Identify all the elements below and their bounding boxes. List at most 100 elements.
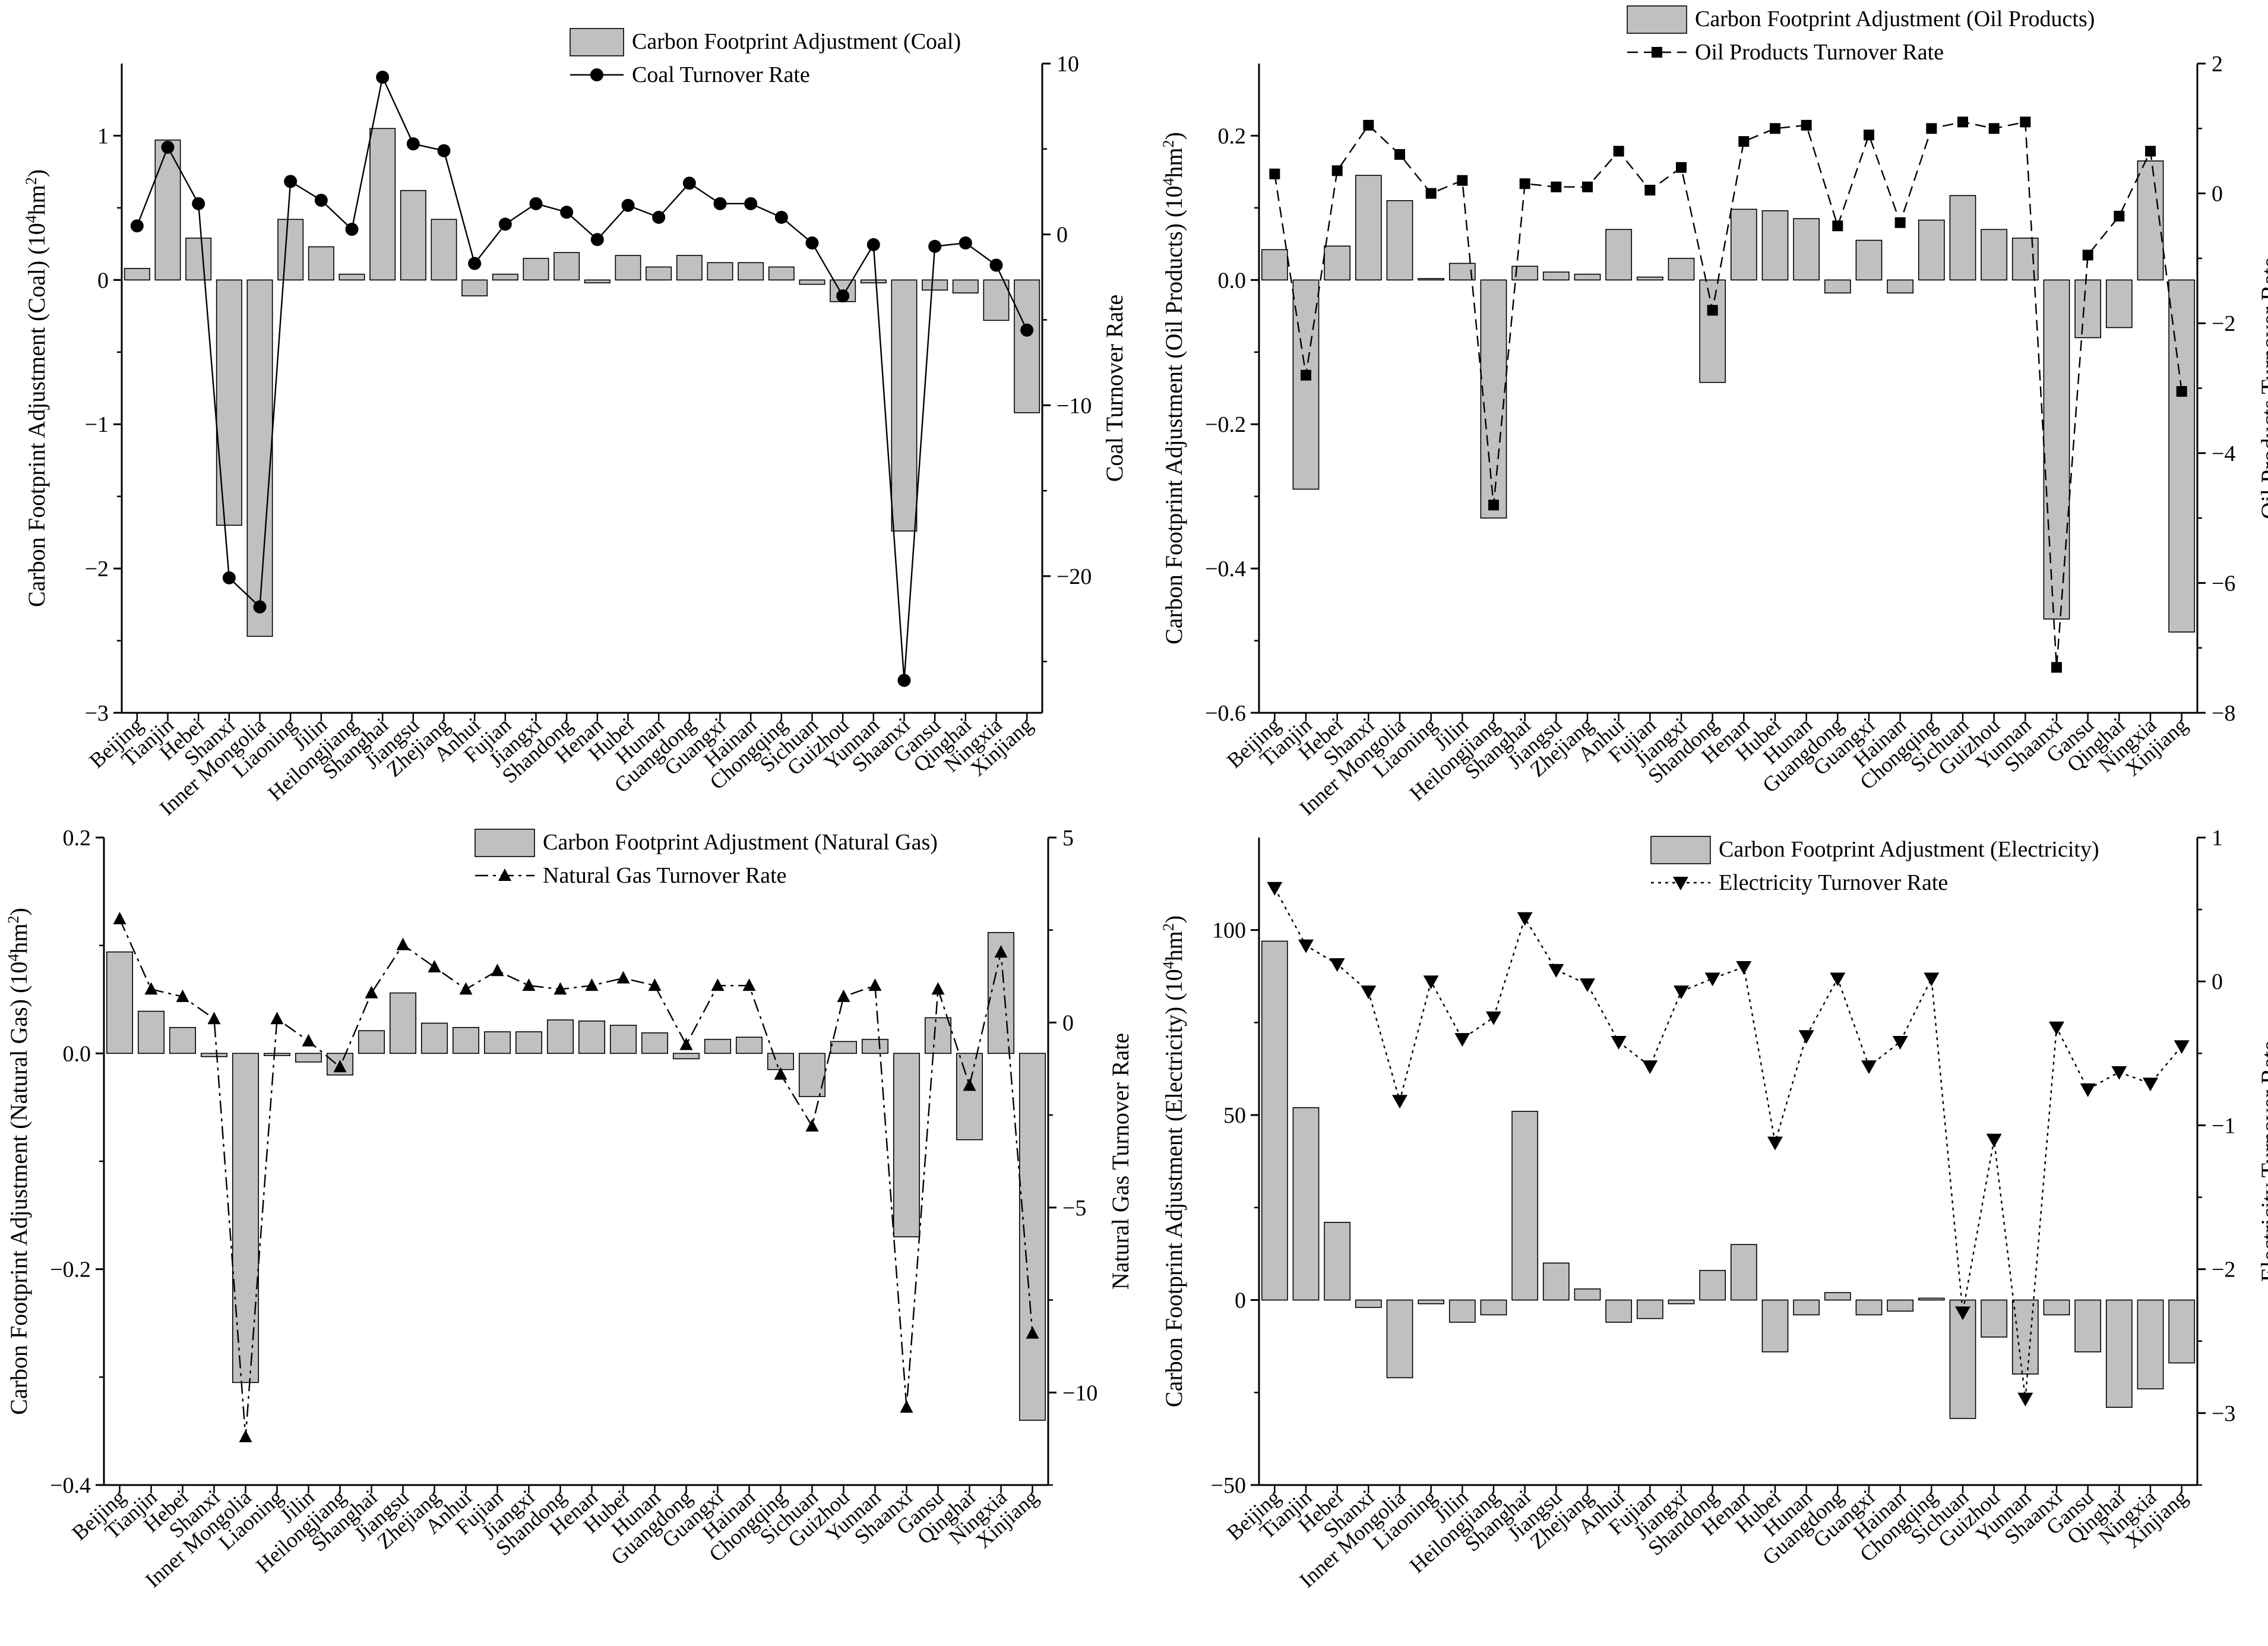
legend-line-label: Oil Products Turnover Rate bbox=[1695, 40, 1944, 65]
turnover-point-shaanxi bbox=[2049, 1021, 2064, 1035]
turnover-point-henan bbox=[585, 978, 599, 991]
label-part: ) bbox=[5, 908, 32, 915]
bar-guangdong bbox=[676, 255, 703, 281]
turnover-point-hunan bbox=[652, 210, 666, 224]
turnover-point-shanghai bbox=[365, 985, 378, 999]
right-tick-label: 0 bbox=[2212, 969, 2223, 994]
turnover-point-jiangsu bbox=[1551, 181, 1562, 192]
label-part: hm bbox=[1160, 931, 1187, 961]
bar-shanxi bbox=[216, 279, 242, 526]
turnover-point-jiangsu bbox=[406, 137, 420, 151]
turnover-point-shanghai bbox=[376, 71, 390, 84]
turnover-point-xinjiang bbox=[2174, 1040, 2190, 1054]
turnover-point-yunnan bbox=[2020, 116, 2031, 128]
bar-gansu bbox=[922, 279, 948, 291]
turnover-point-shaanxi bbox=[2051, 662, 2062, 673]
right-axis-label: Oil Products Turnover Rate bbox=[2256, 257, 2268, 519]
bar-liaoning bbox=[1418, 1299, 1445, 1304]
turnover-point-yunnan bbox=[866, 238, 880, 251]
bar-guangxi bbox=[707, 262, 733, 281]
turnover-point-heilongjiang bbox=[1488, 500, 1499, 511]
bar-tianjin bbox=[154, 139, 181, 281]
turnover-point-jilin bbox=[302, 1034, 315, 1047]
left-axis-label: Carbon Footprint Adjustment (Electricity… bbox=[1160, 915, 1188, 1407]
bar-hubei bbox=[1761, 1299, 1789, 1353]
bar-tianjin bbox=[137, 1010, 165, 1054]
turnover-point-yunnan bbox=[2017, 1392, 2033, 1407]
turnover-line bbox=[136, 75, 1028, 681]
bar-guangdong bbox=[1824, 279, 1851, 293]
bar-jiangxi bbox=[523, 258, 549, 281]
turnover-point-hubei bbox=[621, 198, 635, 212]
turnover-point-anhui bbox=[468, 257, 482, 270]
bar-hubei bbox=[615, 255, 641, 281]
left-tick-label: 1 bbox=[97, 124, 109, 149]
left-tick-label: 0 bbox=[97, 268, 109, 293]
bar-shanghai bbox=[369, 128, 396, 281]
legend-line-marker bbox=[590, 68, 603, 81]
bar-anhui bbox=[1605, 1299, 1633, 1323]
turnover-point-tianjin bbox=[144, 982, 158, 995]
right-tick-label: −2 bbox=[2212, 311, 2235, 336]
turnover-point-yunnan bbox=[868, 978, 882, 991]
label-part: hm bbox=[1160, 148, 1187, 178]
turnover-point-hainan bbox=[742, 978, 756, 991]
turnover-point-hainan bbox=[1894, 217, 1906, 228]
turnover-line bbox=[1274, 121, 2182, 668]
turnover-point-heilongjiang bbox=[345, 223, 359, 236]
left-tick-label: 100 bbox=[1212, 918, 1246, 943]
label-part: Carbon Footprint Adjustment (Natural Gas… bbox=[5, 962, 32, 1415]
bar-shaanxi bbox=[891, 279, 918, 532]
bar-guangxi bbox=[1855, 1299, 1883, 1316]
bar-jiangsu bbox=[1542, 1262, 1570, 1301]
legend: Carbon Footprint Adjustment (Electricity… bbox=[1650, 836, 2099, 895]
legend-bar-swatch bbox=[475, 829, 535, 857]
bar-hebei bbox=[169, 1026, 197, 1054]
turnover-point-liaoning bbox=[270, 1012, 284, 1025]
bar-xinjiang bbox=[2168, 1299, 2196, 1364]
turnover-point-henan bbox=[1738, 136, 1750, 147]
left-tick-label: −2 bbox=[85, 557, 109, 582]
chart-elec: −50050100−3−2−101BeijingTianjinHebeiShan… bbox=[1160, 826, 2268, 1592]
right-tick-label: −10 bbox=[1062, 1380, 1097, 1405]
bar-qinghai bbox=[956, 1053, 983, 1140]
right-tick-label: 2 bbox=[2212, 52, 2223, 77]
bar-hainan bbox=[738, 262, 764, 281]
bar-gansu bbox=[924, 1017, 952, 1054]
legend-bar-label: Carbon Footprint Adjustment (Coal) bbox=[632, 29, 961, 54]
left-axis-label: Carbon Footprint Adjustment (Natural Gas… bbox=[5, 908, 33, 1415]
legend: Carbon Footprint Adjustment (Coal) Coal T… bbox=[570, 28, 961, 87]
bar-beijing bbox=[1261, 249, 1288, 281]
bar-beijing bbox=[124, 268, 150, 281]
right-tick-label: −4 bbox=[2212, 441, 2235, 466]
bar-guangdong bbox=[1824, 1292, 1851, 1301]
right-tick-label: 5 bbox=[1062, 826, 1074, 851]
bar-hunan bbox=[1793, 1299, 1820, 1316]
turnover-point-ningxia bbox=[994, 945, 1008, 958]
turnover-point-sichuan bbox=[805, 236, 819, 250]
bar-hebei bbox=[1324, 1221, 1351, 1301]
right-tick-label: −2 bbox=[2212, 1258, 2235, 1282]
turnover-point-beijing bbox=[1267, 882, 1283, 896]
turnover-point-shanxi bbox=[1361, 985, 1377, 1000]
bar-guizhou bbox=[830, 1041, 858, 1054]
turnover-point-anhui bbox=[459, 982, 473, 995]
right-axis-label: Coal Turnover Rate bbox=[1101, 295, 1128, 482]
turnover-point-henan bbox=[590, 233, 604, 247]
legend-line-marker bbox=[498, 868, 511, 881]
legend: Carbon Footprint Adjustment (Natural Gas… bbox=[475, 829, 938, 888]
turnover-point-ningxia bbox=[2143, 1078, 2158, 1092]
turnover-point-gansu bbox=[2082, 249, 2093, 261]
bar-shanghai bbox=[358, 1030, 385, 1054]
bar-heilongjiang bbox=[339, 273, 365, 281]
legend-bar-swatch bbox=[1650, 836, 1711, 864]
turnover-point-jiangxi bbox=[522, 978, 536, 991]
turnover-point-hunan bbox=[648, 978, 662, 991]
bar-xinjiang bbox=[1014, 279, 1040, 413]
turnover-point-zhejiang bbox=[1582, 181, 1593, 192]
bar-sichuan bbox=[799, 279, 825, 285]
bar-chongqing bbox=[768, 266, 795, 281]
bar-shanghai bbox=[1511, 1111, 1539, 1301]
turnover-point-guangxi bbox=[713, 197, 727, 210]
